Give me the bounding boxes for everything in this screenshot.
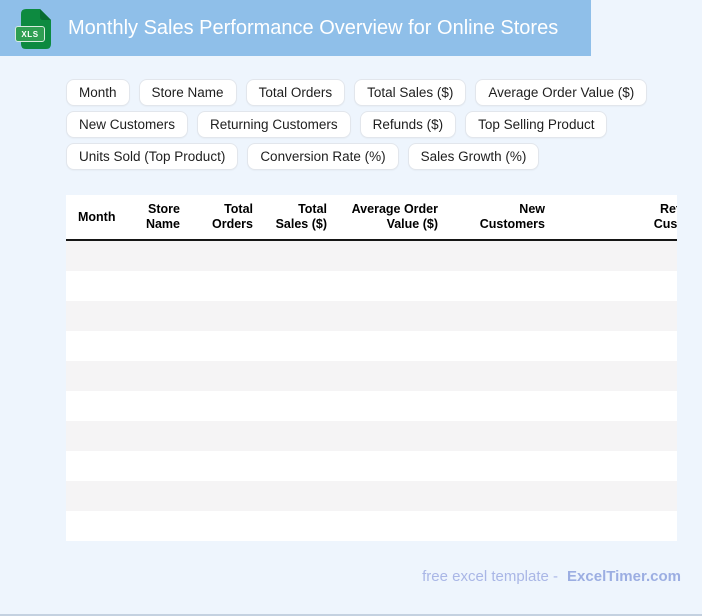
- chip-month[interactable]: Month: [66, 79, 130, 106]
- table-row: [66, 391, 677, 421]
- chip-row-2: New Customers Returning Customers Refund…: [66, 111, 647, 138]
- chip-conversion-rate[interactable]: Conversion Rate (%): [247, 143, 399, 170]
- chip-average-order-value[interactable]: Average Order Value ($): [475, 79, 648, 106]
- table-row: [66, 511, 677, 541]
- column-chip-list: Month Store Name Total Orders Total Sale…: [66, 79, 648, 170]
- footer: free excel template - ExcelTimer.com: [422, 568, 681, 585]
- chip-returning-customers[interactable]: Returning Customers: [197, 111, 351, 138]
- chip-store-name[interactable]: Store Name: [138, 79, 237, 106]
- col-header-new-customers: New Customers: [450, 195, 557, 241]
- brand-link[interactable]: ExcelTimer.com: [567, 568, 681, 585]
- chip-top-selling-product[interactable]: Top Selling Product: [465, 111, 608, 138]
- chip-row-1: Month Store Name Total Orders Total Sale…: [66, 79, 648, 106]
- chip-total-sales[interactable]: Total Sales ($): [354, 79, 467, 106]
- chip-units-sold[interactable]: Units Sold (Top Product): [66, 143, 239, 170]
- table-row: [66, 301, 677, 331]
- chip-refunds[interactable]: Refunds ($): [359, 111, 457, 138]
- col-header-total-orders: Total Orders: [192, 195, 265, 241]
- table-row: [66, 271, 677, 301]
- table-body: [66, 240, 677, 541]
- table-row: [66, 481, 677, 511]
- col-header-store-name: Store Name: [135, 195, 192, 241]
- title-bar: XLS Monthly Sales Performance Overview f…: [0, 0, 591, 56]
- table-row: [66, 240, 677, 271]
- table-row: [66, 331, 677, 361]
- table-header-row: Month Store Name Total Orders Total Sales (…: [66, 195, 677, 241]
- page-title: Monthly Sales Performance Overview for O…: [68, 16, 559, 39]
- chip-sales-growth[interactable]: Sales Growth (%): [407, 143, 540, 170]
- footer-text: free excel template -: [422, 568, 559, 585]
- bottom-divider: [0, 614, 702, 616]
- xls-file-icon: XLS: [15, 9, 53, 49]
- table-row: [66, 361, 677, 391]
- col-header-average-order-value: Average Order Value ($): [339, 195, 450, 241]
- table-row: [66, 451, 677, 481]
- col-header-month: Month: [66, 195, 135, 241]
- spreadsheet-preview: Month Store Name Total Orders Total Sales (…: [66, 195, 677, 541]
- chip-total-orders[interactable]: Total Orders: [245, 79, 346, 106]
- chip-new-customers[interactable]: New Customers: [66, 111, 189, 138]
- preview-table: Month Store Name Total Orders Total Sales (…: [66, 195, 677, 541]
- table-row: [66, 421, 677, 451]
- col-header-total-sales: Total Sales ($): [265, 195, 339, 241]
- chip-row-3: Units Sold (Top Product) Conversion Rate…: [66, 143, 647, 170]
- xls-badge: XLS: [15, 26, 45, 42]
